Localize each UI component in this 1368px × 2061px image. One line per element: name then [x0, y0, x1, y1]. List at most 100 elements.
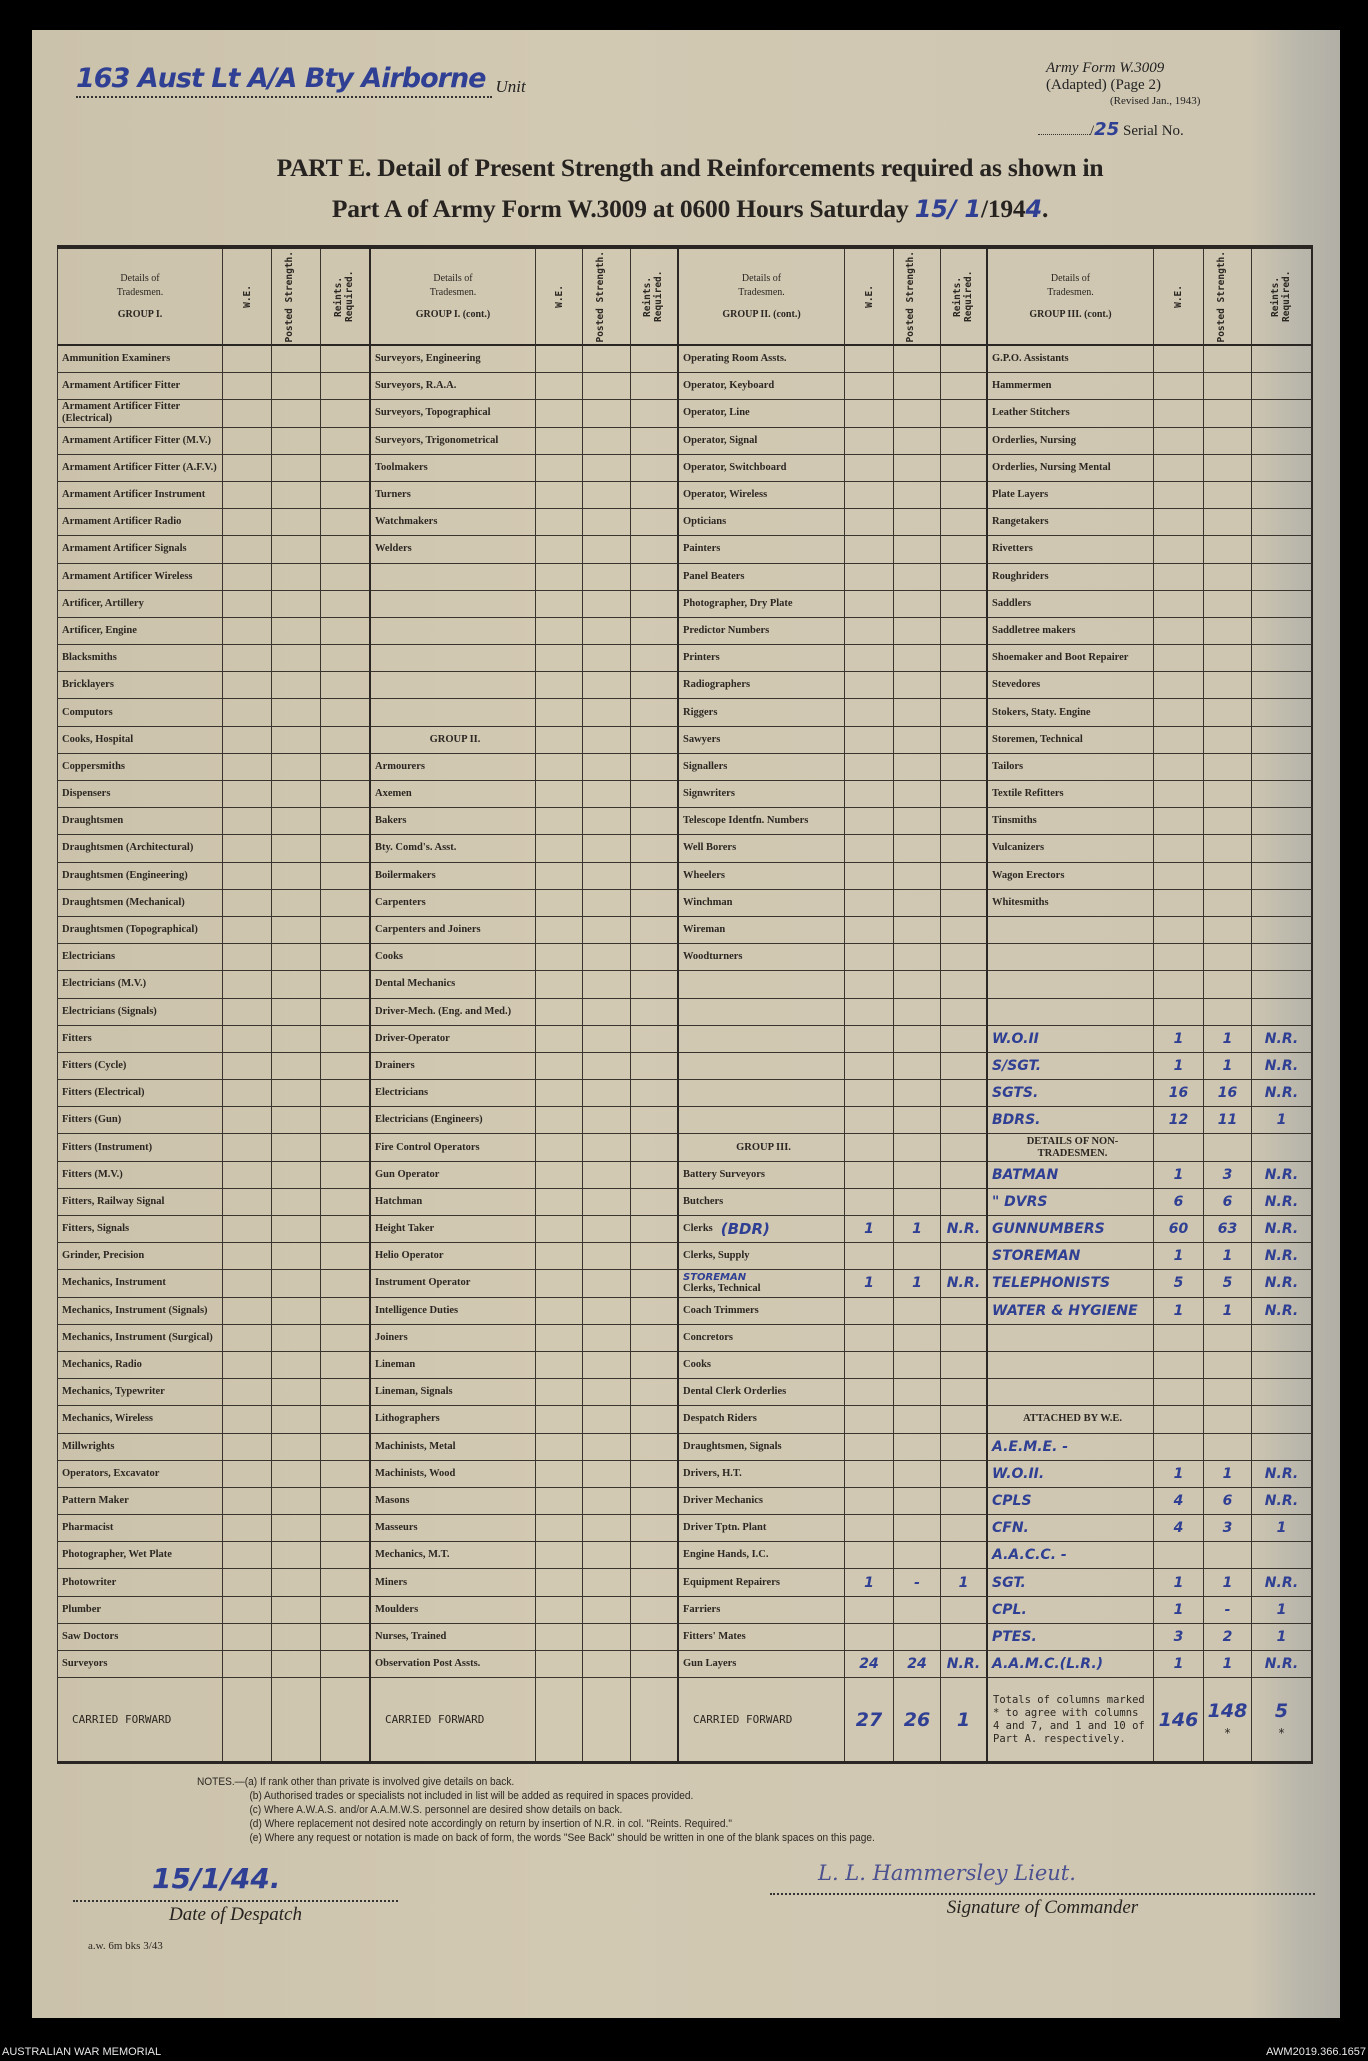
column-header-we: W.E.: [1154, 249, 1204, 346]
value-cell-we: [1154, 509, 1204, 537]
value-cell-rr: [631, 1161, 679, 1189]
value-cell-rr: [1252, 536, 1313, 564]
value-cell-ps: [272, 1515, 321, 1543]
note-b: (b) Authorised trades or specialists not…: [249, 1790, 694, 1802]
trade-row-label: Draughtsmen (Engineering): [57, 862, 223, 890]
value-cell-we: [223, 1406, 272, 1434]
value-cell-we: [536, 1297, 583, 1325]
trade-row-label: Rangetakers: [988, 509, 1154, 537]
value-cell-rr: [321, 1623, 371, 1651]
value-cell-ps: [1204, 781, 1252, 809]
value-cell-we: [536, 481, 583, 510]
value-cell-we: [536, 1542, 583, 1570]
value-cell-we: [536, 944, 583, 972]
trade-name: Draughtsmen (Engineering): [62, 869, 188, 881]
value-cell-ps: [583, 645, 631, 673]
value-cell-we: [223, 781, 272, 809]
value-cell-ps: [583, 1216, 631, 1244]
value-cell-we: [845, 808, 894, 836]
value-cell-we: [1154, 916, 1204, 945]
value-cell-rr: [321, 1542, 371, 1570]
value-cell-we: [223, 753, 272, 781]
column-header-reinforcements: Reints. Required.: [1252, 249, 1313, 346]
value-cell-we: [223, 1161, 272, 1189]
handwritten-value: 1: [1276, 1601, 1287, 1618]
value-cell-we: [1154, 781, 1204, 809]
value-cell-we: [536, 1351, 583, 1380]
value-cell-we: [1154, 971, 1204, 999]
trade-name: Well Borers: [683, 842, 737, 854]
value-cell-rr: N.R.: [941, 1216, 988, 1244]
value-cell-ps: [1204, 916, 1252, 945]
value-cell-rr: [941, 427, 988, 455]
value-cell-rr: [321, 563, 371, 591]
trade-row-label: GUNNUMBERS: [988, 1216, 1154, 1244]
trade-row-label: Artificer, Artillery: [57, 590, 223, 618]
trade-row-label: Drivers, H.T.: [679, 1460, 845, 1488]
value-cell-rr: N.R.: [1252, 1161, 1313, 1189]
value-cell-ps: 6: [1204, 1487, 1252, 1516]
value-cell-we: [536, 563, 583, 591]
value-cell-ps: [1204, 454, 1252, 482]
trade-row-label: Masons: [371, 1487, 536, 1516]
value-cell-we: [223, 590, 272, 618]
value-cell-ps: [894, 536, 941, 564]
value-cell-ps: [1204, 645, 1252, 673]
serial-label: Serial No.: [1122, 123, 1184, 139]
value-cell-we: [536, 1134, 583, 1162]
column-header-details: Details of Tradesmen. GROUP I.: [57, 249, 223, 346]
trade-row-label: Driver Mechanics: [679, 1487, 845, 1516]
trade-name: Mechanics, Radio: [62, 1359, 142, 1371]
trade-row-label: Operating Room Assts.: [679, 346, 845, 374]
trade-row-label: Gun Operator: [371, 1161, 536, 1189]
trade-row-label: Whitesmiths: [988, 889, 1154, 917]
value-cell-rr: [321, 1134, 371, 1162]
value-cell-rr: [941, 699, 988, 727]
trade-name: Instrument Operator: [375, 1277, 471, 1289]
trade-row-label: Drainers: [371, 1052, 536, 1081]
value-cell-we: [223, 1052, 272, 1081]
trade-name: Armament Artificer Instrument: [62, 489, 206, 501]
value-cell-rr: [941, 1188, 988, 1216]
column-header-we: W.E.: [223, 249, 272, 346]
value-cell-rr: [631, 672, 679, 700]
trade-row-label: Surveyors, Trigonometrical: [371, 427, 536, 455]
trade-row-label: Electricians (Engineers): [371, 1107, 536, 1135]
value-cell-we: [845, 1433, 894, 1461]
value-cell-we: 1: [1154, 1052, 1204, 1081]
value-cell-we: 1: [1154, 1025, 1204, 1053]
trade-name: Driver-Mech. (Eng. and Med.): [375, 1005, 512, 1017]
carried-forward-label: CARRIED FORWARD: [679, 1678, 845, 1762]
value-cell-ps: [583, 346, 631, 374]
value-cell-we: [845, 1243, 894, 1271]
value-cell-ps: [272, 862, 321, 890]
trade-name: Signallers: [683, 760, 728, 772]
carried-cell-rr: 5 *: [1252, 1678, 1313, 1762]
value-cell-rr: [1252, 1379, 1313, 1407]
trade-name: Tailors: [992, 760, 1024, 772]
trade-name: Axemen: [375, 788, 412, 800]
carried-forward-label: CARRIED FORWARD: [371, 1678, 536, 1762]
title-year: /194: [980, 194, 1026, 223]
value-cell-we: [223, 1107, 272, 1135]
value-cell-ps: [894, 1460, 941, 1488]
trade-row-label: Turners: [371, 481, 536, 510]
trade-name: Operator, Line: [683, 407, 750, 419]
value-cell-we: [223, 373, 272, 401]
value-cell-ps: [272, 509, 321, 537]
handwritten-value: N.R.: [1264, 1465, 1299, 1482]
column-header-details: Details of Tradesmen. GROUP III. (cont.): [988, 249, 1154, 346]
value-cell-rr: [941, 617, 988, 646]
trade-name: Storemen, Technical: [992, 733, 1083, 745]
commander-signature: L. L. Hammersley Lieut.: [818, 1861, 1076, 1885]
value-cell-we: [845, 346, 894, 374]
trade-row-label: ATTACHED BY W.E.: [988, 1406, 1154, 1434]
trade-name: Driver Tptn. Plant: [683, 1522, 767, 1534]
value-cell-ps: [272, 400, 321, 428]
trade-row-label: Boilermakers: [371, 862, 536, 890]
value-cell-ps: [272, 1134, 321, 1162]
value-cell-ps: [272, 1460, 321, 1488]
trade-row-label: Operator, Signal: [679, 427, 845, 455]
trade-row-label: Armament Artificer Radio: [57, 509, 223, 537]
value-cell-ps: [583, 1460, 631, 1488]
